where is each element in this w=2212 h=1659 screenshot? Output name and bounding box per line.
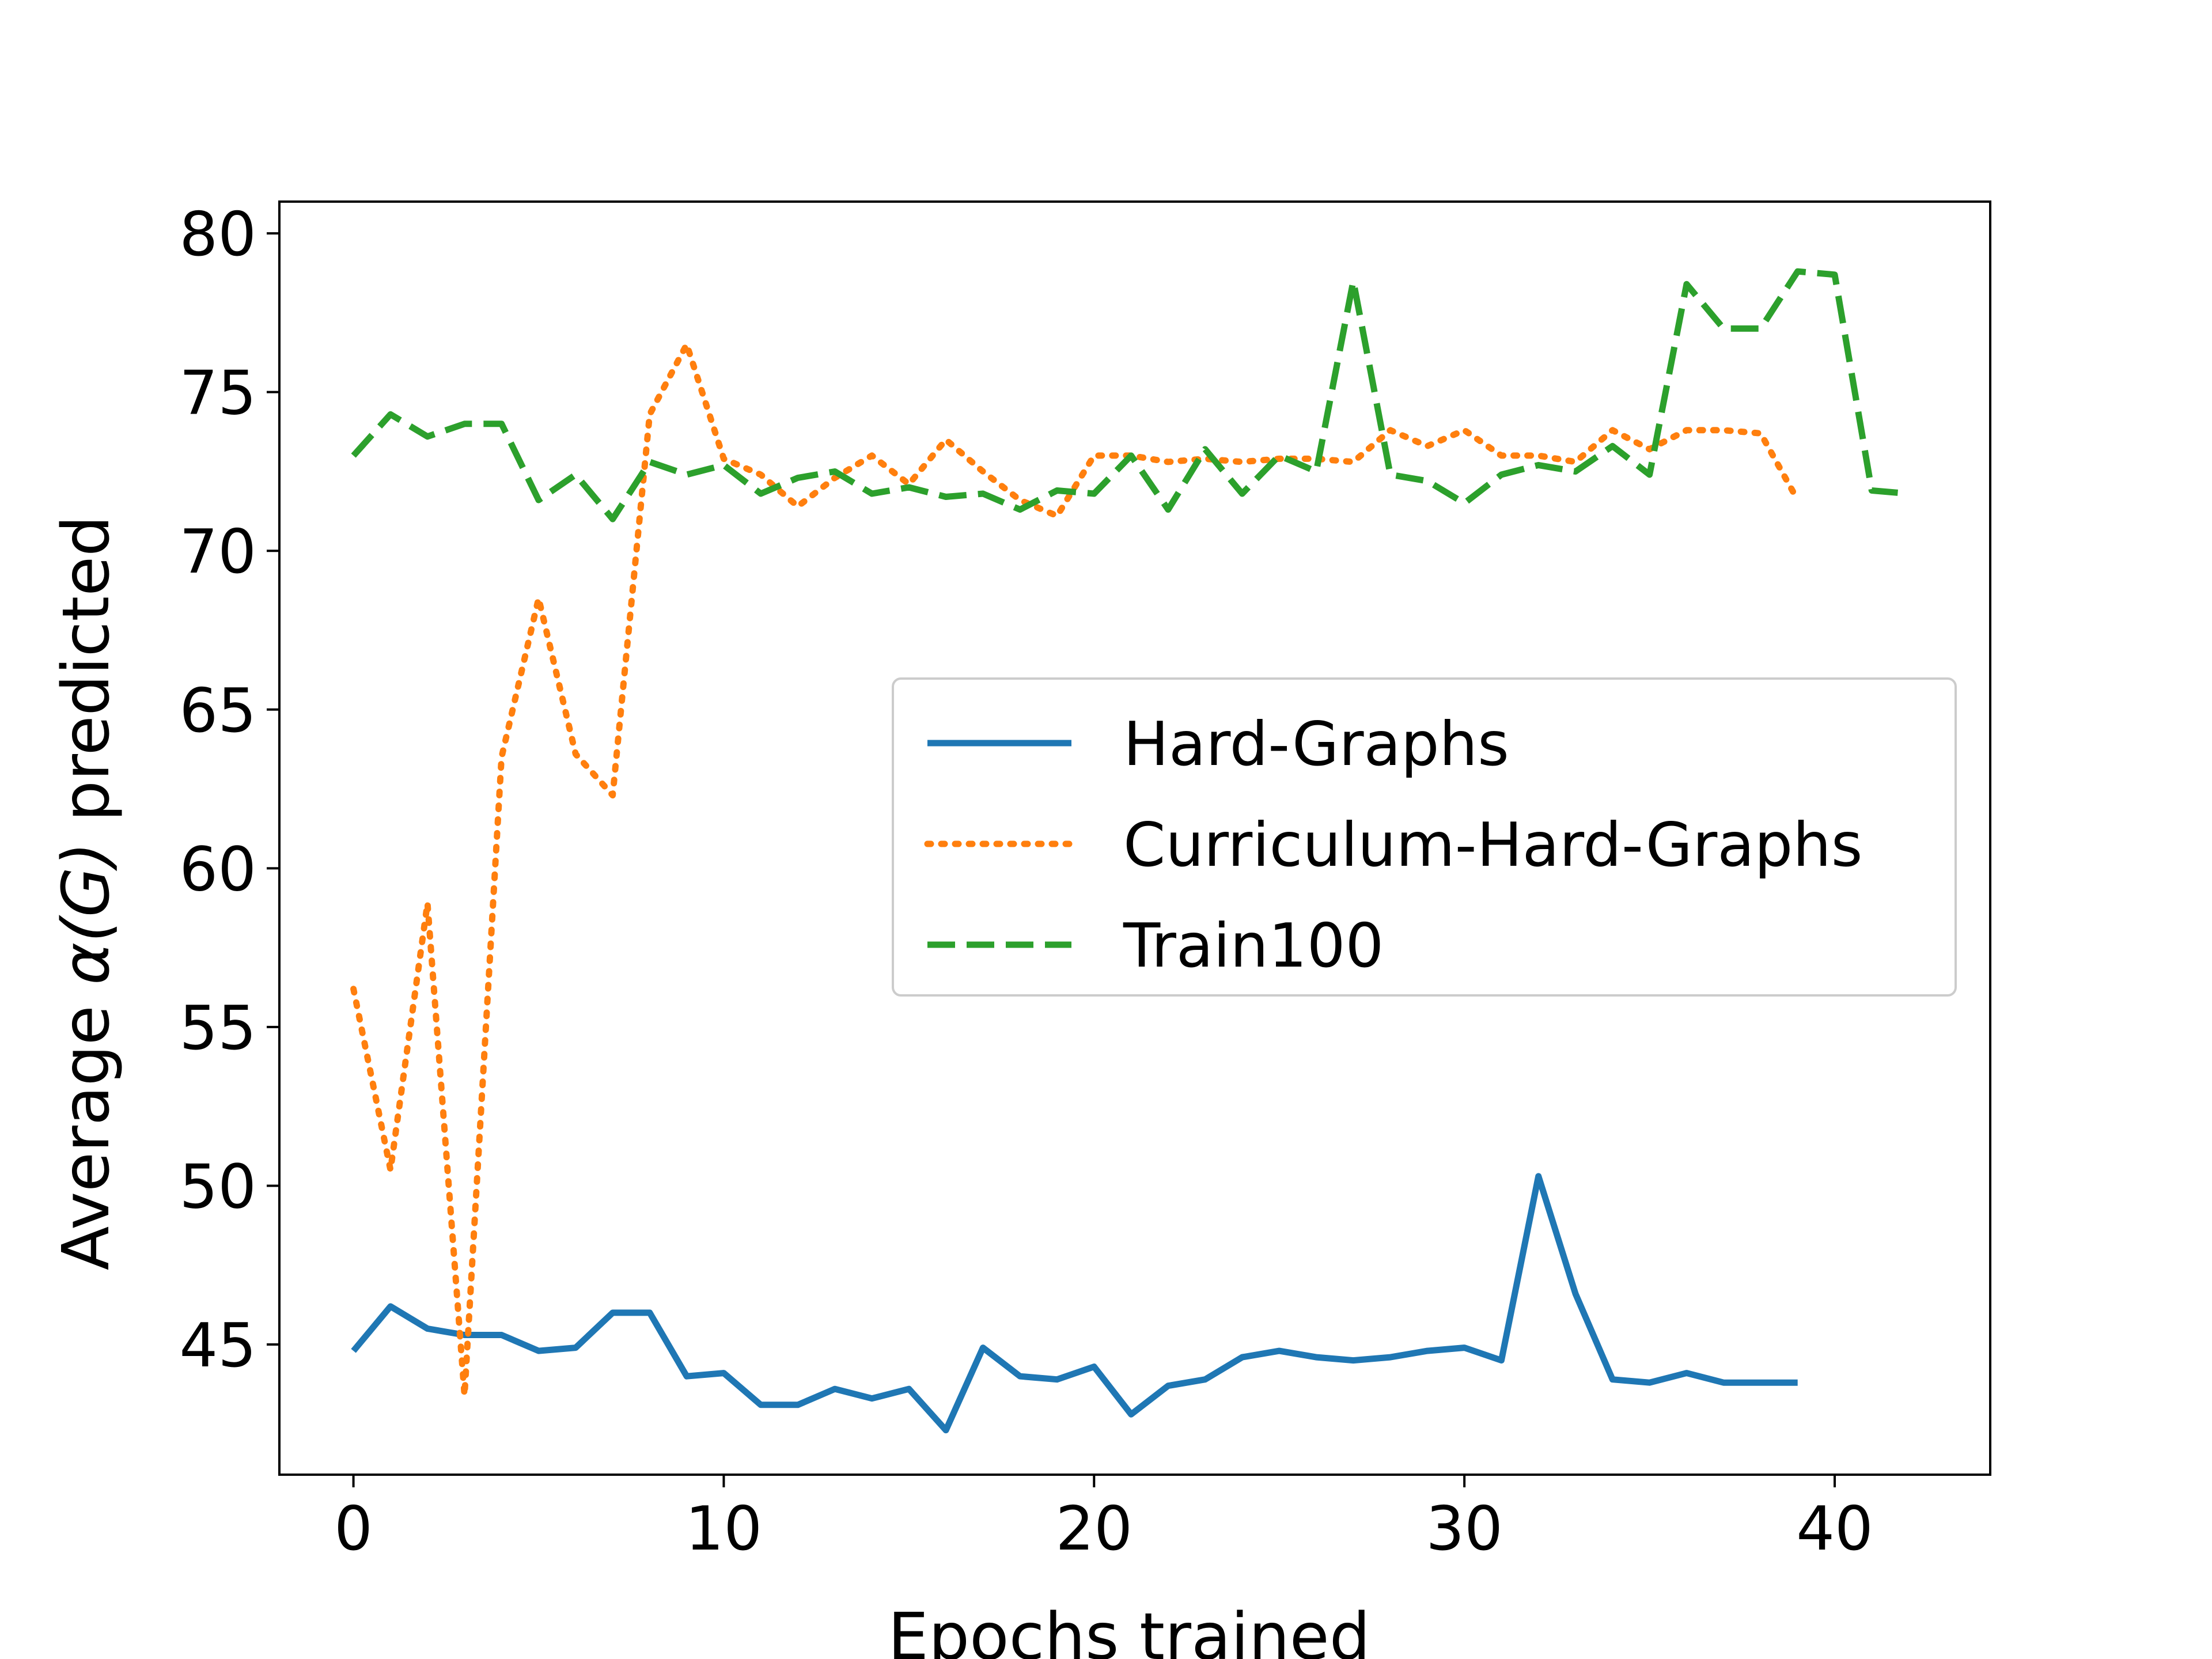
x-tick-label: 40 xyxy=(1796,1494,1873,1564)
x-axis-label: Epochs trained xyxy=(888,1600,1370,1659)
legend-label: Curriculum-Hard-Graphs xyxy=(1123,810,1862,880)
x-axis: 0 10 20 30 40 xyxy=(334,1475,1873,1564)
y-tick-label: 55 xyxy=(179,993,256,1063)
legend-label: Hard-Graphs xyxy=(1123,709,1509,779)
x-tick-label: 10 xyxy=(685,1494,763,1564)
x-tick-label: 20 xyxy=(1055,1494,1132,1564)
y-tick-label: 45 xyxy=(179,1310,256,1381)
y-tick-label: 70 xyxy=(179,517,256,587)
series-line-hard-graphs xyxy=(351,1173,1798,1434)
y-axis: 45 50 55 60 65 70 75 80 xyxy=(179,199,279,1381)
series-line-curriculum-hard-graphs xyxy=(350,341,1801,1399)
legend-items: Hard-Graphs Curriculum-Hard-Graphs Train10… xyxy=(924,709,1862,981)
plot-frame xyxy=(278,200,1991,1476)
y-tick-label: 75 xyxy=(179,358,256,429)
y-tick-label: 60 xyxy=(179,834,256,904)
series-line-train100 xyxy=(351,268,1910,522)
legend-box xyxy=(892,677,1957,997)
series-layer xyxy=(350,268,1910,1434)
y-axis-label: Average α(G) predicted xyxy=(49,516,124,1270)
x-tick-label: 30 xyxy=(1426,1494,1503,1564)
y-tick-label: 80 xyxy=(179,199,256,270)
legend-label: Train100 xyxy=(1123,911,1384,981)
legend: Hard-Graphs Curriculum-Hard-Graphs Train10… xyxy=(892,677,1957,997)
y-tick-label: 65 xyxy=(179,676,256,746)
y-tick-label: 50 xyxy=(179,1152,256,1222)
x-tick-label: 0 xyxy=(334,1494,373,1564)
